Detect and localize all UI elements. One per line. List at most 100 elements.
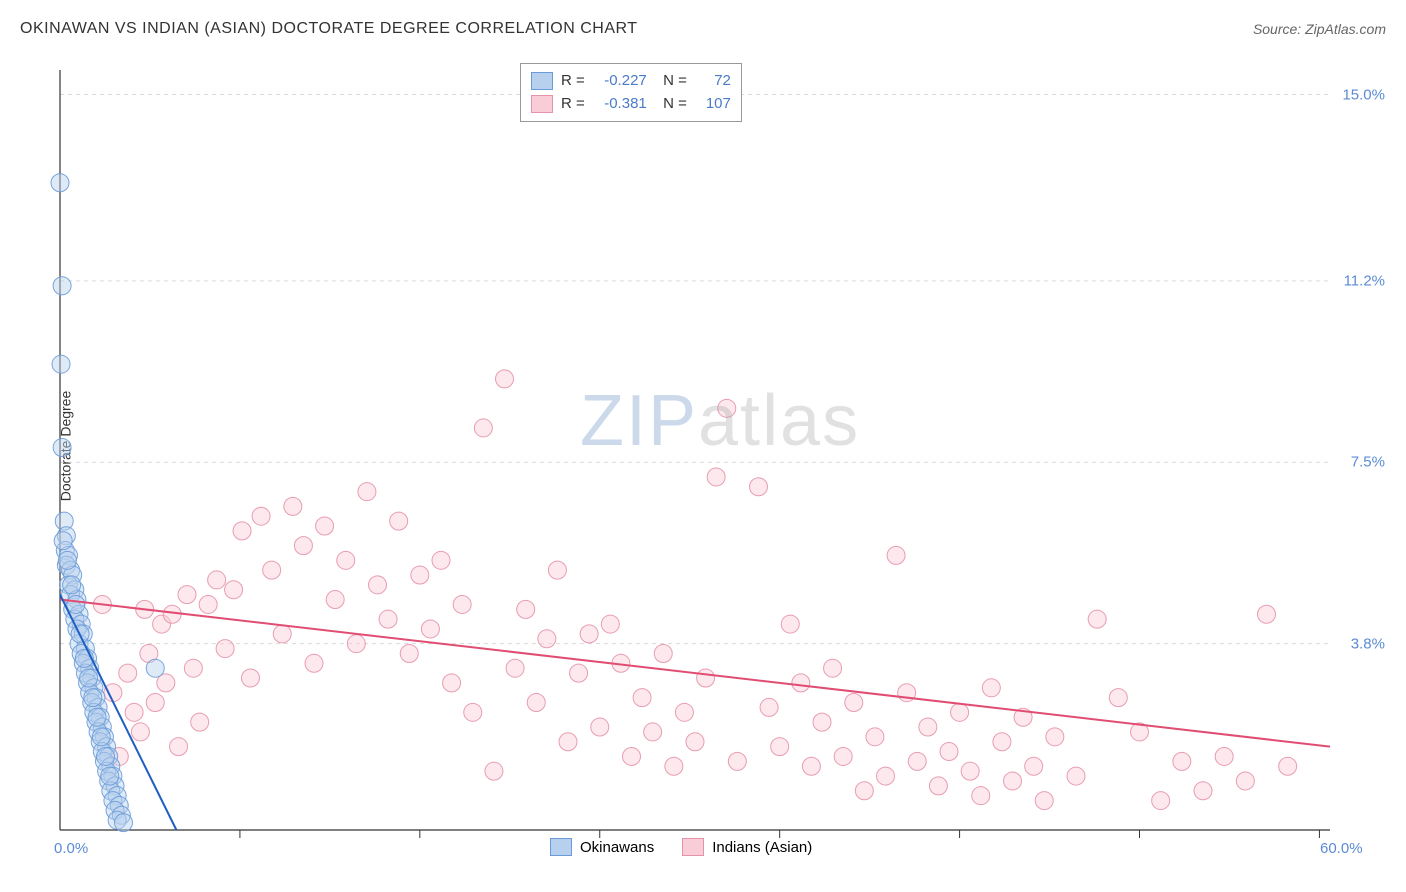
chart-header: OKINAWAN VS INDIAN (ASIAN) DOCTORATE DEG…: [20, 20, 1386, 38]
legend-r-label: R =: [561, 93, 585, 116]
scatter-point: [972, 787, 990, 805]
scatter-point: [92, 728, 110, 746]
legend-swatch: [682, 838, 704, 856]
scatter-point: [993, 733, 1011, 751]
legend-series-item: Indians (Asian): [682, 838, 812, 856]
scatter-point: [63, 576, 81, 594]
legend-n-value: 72: [695, 70, 731, 93]
scatter-point: [718, 399, 736, 417]
scatter-point: [104, 684, 122, 702]
scatter-point: [961, 762, 979, 780]
scatter-point: [146, 694, 164, 712]
scatter-point: [1004, 772, 1022, 790]
scatter-point: [146, 659, 164, 677]
scatter-point: [88, 708, 106, 726]
scatter-point: [84, 689, 102, 707]
scatter-point: [443, 674, 461, 692]
scatter-point: [184, 659, 202, 677]
scatter-point: [887, 546, 905, 564]
scatter-point: [432, 551, 450, 569]
scatter-point: [400, 644, 418, 662]
scatter-point: [453, 595, 471, 613]
scatter-point: [781, 615, 799, 633]
legend-r-label: R =: [561, 70, 585, 93]
scatter-point: [940, 743, 958, 761]
scatter-point: [707, 468, 725, 486]
scatter-point: [750, 478, 768, 496]
scatter-point: [728, 752, 746, 770]
scatter-point: [824, 659, 842, 677]
scatter-point: [792, 674, 810, 692]
scatter-point: [294, 537, 312, 555]
legend-series-item: Okinawans: [550, 838, 654, 856]
scatter-point: [866, 728, 884, 746]
scatter-point: [951, 703, 969, 721]
scatter-point: [538, 630, 556, 648]
legend-series-label: Okinawans: [580, 839, 654, 856]
scatter-point: [580, 625, 598, 643]
scatter-point: [1258, 605, 1276, 623]
scatter-chart-svg: [50, 60, 1390, 880]
scatter-point: [252, 507, 270, 525]
legend-swatch: [531, 95, 553, 113]
scatter-point: [337, 551, 355, 569]
scatter-point: [464, 703, 482, 721]
scatter-point: [1279, 757, 1297, 775]
y-tick-label: 15.0%: [1342, 86, 1385, 103]
scatter-point: [771, 738, 789, 756]
scatter-point: [675, 703, 693, 721]
scatter-point: [119, 664, 137, 682]
legend-series-label: Indians (Asian): [712, 839, 812, 856]
scatter-point: [908, 752, 926, 770]
scatter-point: [263, 561, 281, 579]
legend-n-label: N =: [655, 70, 687, 93]
scatter-point: [233, 522, 251, 540]
scatter-point: [1194, 782, 1212, 800]
scatter-point: [845, 694, 863, 712]
source-label: Source: ZipAtlas.com: [1253, 21, 1386, 37]
legend-r-value: -0.381: [593, 93, 647, 116]
scatter-point: [316, 517, 334, 535]
legend-swatch: [531, 72, 553, 90]
scatter-point: [369, 576, 387, 594]
scatter-point: [760, 698, 778, 716]
scatter-point: [813, 713, 831, 731]
scatter-point: [877, 767, 895, 785]
scatter-point: [347, 635, 365, 653]
scatter-point: [1236, 772, 1254, 790]
scatter-point: [97, 747, 115, 765]
legend-stat-row: R =-0.227 N =72: [531, 70, 731, 93]
scatter-point: [390, 512, 408, 530]
scatter-point: [1035, 792, 1053, 810]
scatter-point: [982, 679, 1000, 697]
legend-stats-box: R =-0.227 N =72R =-0.381 N =107: [520, 63, 742, 122]
scatter-point: [1109, 689, 1127, 707]
plot-area: ZIPatlas R =-0.227 N =72R =-0.381 N =107…: [50, 60, 1390, 850]
scatter-point: [411, 566, 429, 584]
scatter-point: [697, 669, 715, 687]
scatter-point: [216, 640, 234, 658]
scatter-point: [1067, 767, 1085, 785]
scatter-point: [53, 277, 71, 295]
scatter-point: [101, 767, 119, 785]
scatter-point: [644, 723, 662, 741]
y-tick-label: 7.5%: [1351, 454, 1385, 471]
scatter-point: [273, 625, 291, 643]
scatter-point: [855, 782, 873, 800]
scatter-point: [358, 483, 376, 501]
scatter-point: [208, 571, 226, 589]
scatter-point: [242, 669, 260, 687]
scatter-point: [115, 814, 133, 832]
scatter-point: [686, 733, 704, 751]
scatter-point: [199, 595, 217, 613]
scatter-point: [527, 694, 545, 712]
scatter-point: [517, 600, 535, 618]
scatter-point: [131, 723, 149, 741]
scatter-point: [633, 689, 651, 707]
scatter-point: [834, 747, 852, 765]
scatter-point: [485, 762, 503, 780]
scatter-point: [421, 620, 439, 638]
y-tick-label: 11.2%: [1344, 272, 1385, 289]
scatter-point: [548, 561, 566, 579]
legend-n-value: 107: [695, 93, 731, 116]
